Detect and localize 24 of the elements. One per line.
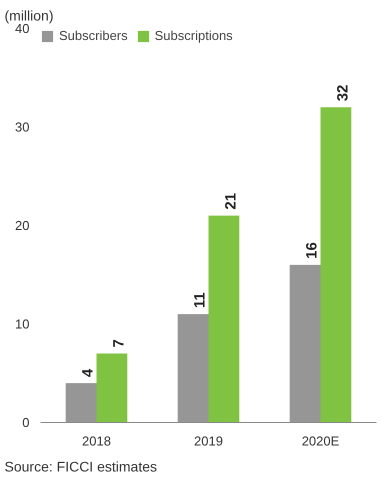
x-tick-label: 2020E [302, 434, 340, 448]
data-label: 4 [80, 368, 97, 378]
x-tick-label: 2018 [82, 434, 111, 448]
bar [208, 216, 240, 422]
data-label: 21 [222, 192, 240, 210]
x-tick-label: 2019 [194, 434, 223, 448]
data-label: 11 [192, 292, 209, 308]
bar [178, 314, 208, 422]
bar [96, 354, 128, 422]
data-label: 7 [110, 339, 128, 348]
bar [320, 107, 352, 422]
bar [290, 264, 320, 422]
legend-label: Subscribers [59, 28, 128, 43]
data-label: 32 [334, 84, 352, 102]
y-tick-label: 40 [15, 21, 30, 36]
data-label: 16 [304, 242, 321, 259]
source-note: Source: FICCI estimates [4, 458, 157, 474]
bar [66, 383, 96, 422]
legend-label: Subscriptions [154, 28, 233, 43]
y-tick-label: 30 [15, 120, 30, 134]
y-axis-title: (million) [4, 8, 54, 24]
y-tick-label: 10 [15, 316, 30, 332]
y-tick-label: 0 [22, 415, 30, 430]
y-tick-label: 20 [15, 218, 30, 233]
